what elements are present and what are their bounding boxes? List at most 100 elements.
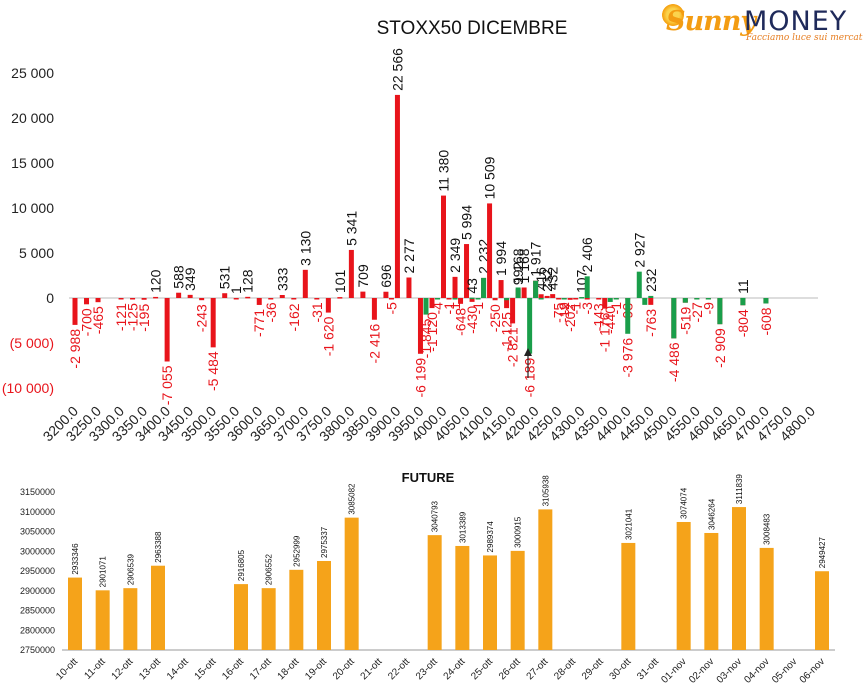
future-y-tick-label: 2750000 — [20, 645, 55, 655]
data-label: -27 — [689, 302, 705, 322]
data-label: -75 — [551, 302, 567, 322]
future-x-tick-label: 22-ott — [386, 656, 412, 682]
data-label: -4 — [430, 302, 446, 315]
bar-green — [763, 298, 769, 304]
bar-red — [394, 94, 400, 298]
bar-red — [337, 297, 343, 299]
bar-green — [607, 298, 613, 302]
data-label: -202 — [562, 304, 578, 332]
y-tick-label: 15 000 — [11, 155, 54, 171]
future-y-tick-label: 3050000 — [20, 527, 55, 537]
bar-red — [118, 298, 124, 300]
bar-red — [544, 295, 550, 298]
future-bar — [95, 590, 110, 650]
data-label: 43 — [464, 278, 480, 294]
future-data-label: 2949427 — [818, 537, 827, 569]
y-tick-label: 0 — [46, 290, 54, 306]
future-bar — [455, 545, 470, 650]
future-data-label: 3008483 — [763, 513, 772, 545]
future-data-label: 2952999 — [292, 535, 301, 567]
bar-green — [682, 298, 688, 303]
future-bar — [759, 547, 774, 650]
future-y-tick-label: 3150000 — [20, 487, 55, 497]
future-x-tick-label: 30-ott — [608, 656, 634, 682]
future-data-label: 3040793 — [431, 500, 440, 532]
bar-green — [671, 298, 677, 339]
bar-red — [268, 298, 274, 300]
data-label: -121 — [113, 303, 129, 331]
bar-red — [573, 298, 579, 300]
data-label: -1 — [470, 302, 486, 315]
bar-green — [515, 287, 521, 298]
bar-green — [452, 298, 458, 300]
data-label: 22 566 — [389, 48, 405, 91]
future-y-tick-label: 2850000 — [20, 606, 55, 616]
data-label: -608 — [758, 307, 774, 335]
future-bar — [732, 507, 746, 650]
future-data-label: 2975337 — [320, 526, 329, 558]
brand-tagline: Facciamo luce sui mercati — [746, 33, 863, 43]
bar-red — [487, 203, 493, 298]
future-bar — [815, 571, 829, 650]
data-label: -771 — [251, 309, 267, 337]
data-label: -1 — [441, 302, 457, 315]
y-tick-label: 5 000 — [19, 245, 54, 261]
bar-red — [187, 294, 193, 298]
bar-green — [636, 271, 642, 298]
future-data-label: 2916805 — [237, 549, 246, 581]
future-data-label: 2963388 — [154, 531, 163, 563]
data-label: 5 994 — [459, 205, 475, 240]
bar-red — [492, 298, 498, 301]
bar-red — [446, 298, 452, 300]
data-label: 2 406 — [579, 237, 595, 272]
data-label: -3 976 — [620, 338, 636, 378]
data-label: 10 509 — [482, 156, 498, 199]
data-label: -2 909 — [712, 328, 728, 368]
future-x-tick-label: 27-ott — [525, 656, 551, 682]
future-x-tick-label: 24-ott — [442, 656, 468, 682]
data-label: 232 — [539, 268, 555, 292]
bar-red — [256, 298, 262, 305]
data-label: -2 416 — [366, 324, 382, 364]
future-x-tick-label: 25-ott — [469, 656, 495, 682]
data-label: 1 917 — [528, 241, 544, 276]
bar-red — [210, 298, 216, 348]
future-data-label: 2933346 — [71, 543, 80, 575]
data-label: -3 — [579, 302, 595, 315]
future-bar — [676, 521, 691, 650]
future-y-tick-label: 3100000 — [20, 507, 55, 517]
future-x-tick-label: 12-ott — [110, 656, 136, 682]
future-bar — [538, 509, 553, 650]
bar-green — [538, 298, 544, 300]
data-label: 1 — [228, 286, 244, 294]
future-y-tick-label: 2950000 — [20, 566, 55, 576]
future-y-tick-label: 2900000 — [20, 586, 55, 596]
bar-red — [417, 298, 423, 354]
data-label: -1 176 — [597, 312, 613, 352]
bar-red — [360, 291, 366, 298]
future-x-tick-label: 20-ott — [331, 656, 357, 682]
data-label: 2 349 — [447, 238, 463, 273]
future-bar — [261, 588, 276, 650]
bar-red — [291, 298, 297, 300]
data-label: 232 — [643, 268, 659, 292]
future-x-tick-label: 21-ott — [359, 656, 385, 682]
future-x-tick-label: 31-ott — [635, 656, 661, 682]
bar-red — [469, 298, 475, 302]
data-label: -763 — [643, 309, 659, 337]
data-label: 1 994 — [493, 241, 509, 276]
bar-green — [642, 298, 648, 305]
bar-red — [567, 298, 573, 300]
bar-green — [533, 280, 539, 298]
bar-red — [176, 292, 182, 298]
future-data-label: 3013389 — [458, 511, 467, 543]
data-label: -2 — [556, 302, 572, 315]
data-label: 3 130 — [297, 231, 313, 266]
data-label: 432 — [545, 267, 561, 291]
future-chart: FUTURE 3150000 3100000 3050000 3000000 295000… — [20, 470, 835, 686]
pointer-arrowhead — [524, 348, 532, 356]
data-label: -162 — [286, 303, 302, 331]
future-x-tick-label: 02-nov — [687, 656, 716, 685]
y-tick-label: 10 000 — [11, 200, 54, 216]
